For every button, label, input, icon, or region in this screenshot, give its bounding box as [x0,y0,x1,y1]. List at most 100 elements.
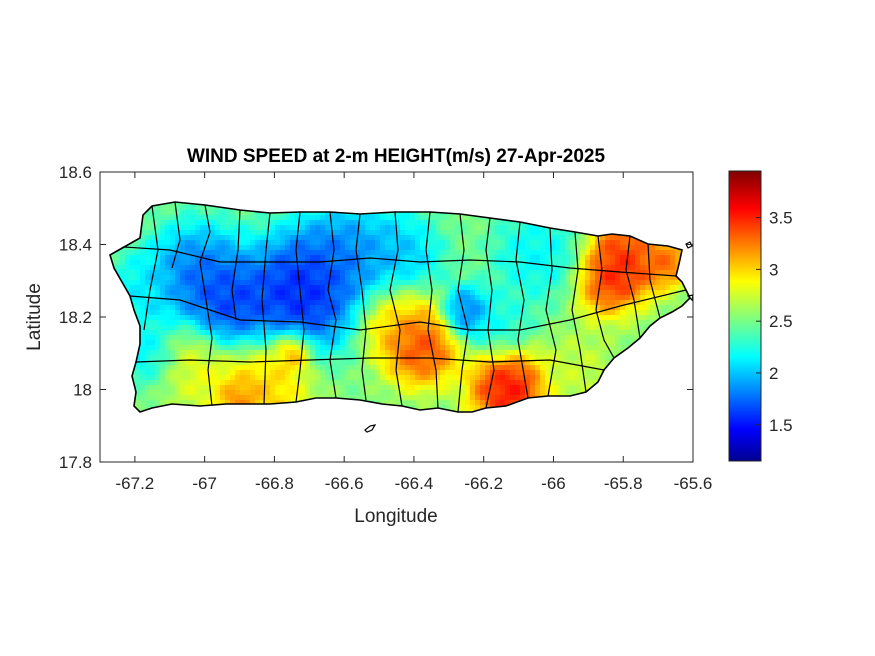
field-cell [215,370,221,376]
field-cell [345,260,351,266]
field-cell [175,365,181,371]
field-cell [370,220,376,226]
field-cell [285,230,291,236]
field-cell [305,295,311,301]
field-cell [355,365,361,371]
field-cell [155,310,161,316]
field-cell [140,295,146,301]
field-cell [345,310,351,316]
field-cell [385,265,391,271]
field-cell [480,295,486,301]
field-cell [425,280,431,286]
field-cell [160,235,166,241]
field-cell [190,390,196,396]
field-cell [245,235,251,241]
field-cell [135,265,141,271]
field-cell [495,285,501,291]
field-cell [215,400,221,406]
field-cell [460,315,466,321]
field-cell [315,375,321,381]
field-cell [470,225,476,231]
field-cell [650,250,656,256]
field-cell [295,390,301,396]
field-cell [380,275,386,281]
field-cell [330,285,336,291]
field-cell [580,305,586,311]
field-cell [275,395,281,401]
field-cell [475,385,481,391]
field-cell [400,295,406,301]
field-cell [605,285,611,291]
field-cell [310,225,316,231]
field-cell [330,270,336,276]
field-cell [375,380,381,386]
field-cell [465,380,471,386]
field-cell [460,320,466,326]
field-cell [285,255,291,261]
field-cell [455,255,461,261]
field-cell [240,230,246,236]
field-cell [345,295,351,301]
field-cell [210,325,216,331]
field-cell [275,250,281,256]
field-cell [420,385,426,391]
field-cell [620,280,626,286]
field-cell [585,325,591,331]
field-cell [650,305,656,311]
field-cell [395,340,401,346]
field-cell [445,300,451,306]
field-cell [235,365,241,371]
field-cell [445,255,451,261]
field-cell [440,285,446,291]
field-cell [415,310,421,316]
field-cell [150,265,156,271]
field-cell [120,250,126,256]
field-cell [500,395,506,401]
field-cell [335,255,341,261]
field-cell [175,320,181,326]
field-cell [285,295,291,301]
field-cell [185,255,191,261]
field-cell [260,215,266,221]
field-cell [540,340,546,346]
field-cell [440,280,446,286]
field-cell [520,310,526,316]
field-cell [210,275,216,281]
field-cell [445,225,451,231]
field-cell [315,285,321,291]
field-cell [560,260,566,266]
field-cell [395,360,401,366]
field-cell [225,310,231,316]
field-cell [405,375,411,381]
field-cell [520,380,526,386]
field-cell [420,345,426,351]
field-cell [185,225,191,231]
field-cell [235,285,241,291]
field-cell [120,265,126,271]
field-cell [140,230,146,236]
field-cell [305,385,311,391]
field-cell [415,365,421,371]
field-cell [130,280,136,286]
field-cell [455,370,461,376]
field-cell [585,255,591,261]
field-cell [380,260,386,266]
field-cell [195,305,201,311]
field-cell [465,265,471,271]
field-cell [250,260,256,266]
field-cell [270,290,276,296]
field-cell [375,265,381,271]
field-cell [345,335,351,341]
field-cell [585,330,591,336]
field-cell [220,340,226,346]
field-cell [250,270,256,276]
field-cell [285,380,291,386]
field-cell [205,360,211,366]
field-cell [580,270,586,276]
field-cell [275,225,281,231]
field-cell [200,320,206,326]
field-cell [140,355,146,361]
field-cell [255,225,261,231]
field-cell [450,300,456,306]
field-cell [155,255,161,261]
